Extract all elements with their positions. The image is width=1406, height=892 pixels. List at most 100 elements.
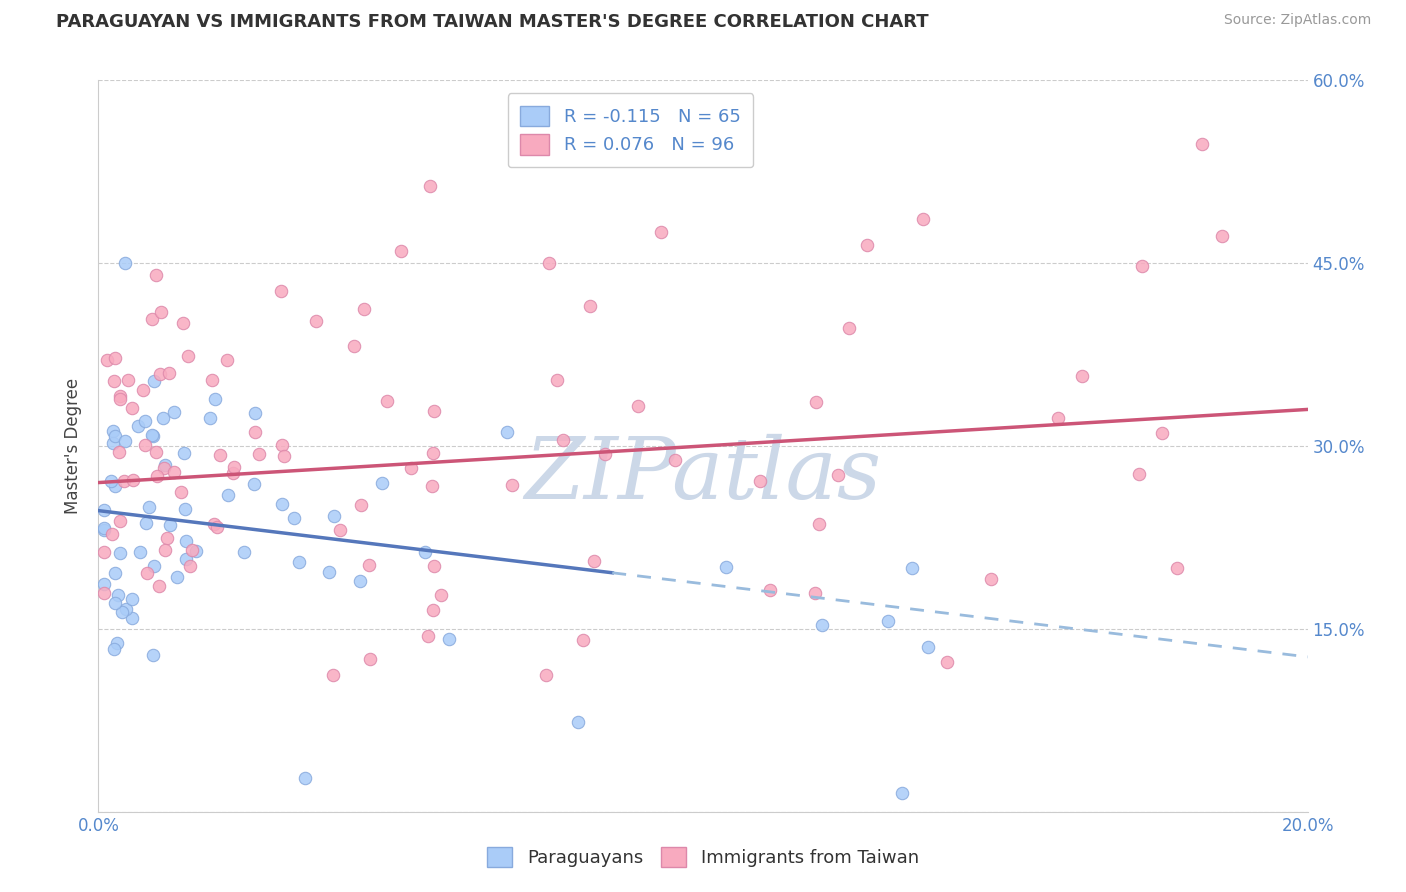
Point [179, 559, 201, 574]
Point [1047, 410, 1070, 425]
Point [93, 502, 115, 516]
Point [174, 533, 197, 548]
Point [416, 630, 439, 644]
Point [401, 461, 423, 475]
Point [353, 301, 375, 316]
Point [714, 560, 737, 574]
Point [917, 640, 939, 655]
Point [222, 460, 245, 475]
Point [582, 553, 605, 567]
Point [142, 559, 165, 574]
Point [827, 467, 849, 482]
Point [1152, 426, 1174, 441]
Point [537, 256, 560, 270]
Point [807, 516, 830, 531]
Point [420, 479, 443, 493]
Point [177, 349, 200, 363]
Point [935, 655, 957, 669]
Point [664, 453, 686, 467]
Point [93, 586, 115, 600]
Point [811, 617, 834, 632]
Point [166, 570, 188, 584]
Point [100, 527, 122, 541]
Point [101, 436, 124, 450]
Point [422, 602, 444, 616]
Point [198, 411, 221, 425]
Point [273, 450, 295, 464]
Point [208, 448, 231, 462]
Point [422, 404, 444, 418]
Point [121, 591, 143, 606]
Point [103, 642, 125, 657]
Point [93, 545, 115, 559]
Point [1166, 561, 1188, 575]
Point [142, 374, 165, 388]
Point [891, 786, 914, 800]
Point [1130, 259, 1153, 273]
Point [204, 516, 226, 531]
Point [115, 602, 138, 616]
Point [173, 501, 195, 516]
Point [121, 401, 143, 415]
Point [322, 668, 344, 682]
Point [114, 434, 136, 448]
Point [176, 551, 198, 566]
Point [217, 488, 239, 502]
Point [748, 475, 770, 489]
Point [104, 596, 127, 610]
Point [142, 429, 165, 443]
Point [1128, 467, 1150, 481]
Point [318, 565, 340, 579]
Point [114, 256, 136, 270]
Point [156, 531, 179, 545]
Text: ZIPatlas: ZIPatlas [524, 434, 882, 516]
Point [128, 545, 150, 559]
Point [107, 588, 129, 602]
Point [423, 558, 446, 573]
Point [759, 583, 782, 598]
Point [141, 427, 163, 442]
Point [350, 499, 373, 513]
Point [101, 424, 124, 438]
Point [242, 476, 264, 491]
Text: Source: ZipAtlas.com: Source: ZipAtlas.com [1223, 13, 1371, 28]
Point [283, 511, 305, 525]
Point [134, 437, 156, 451]
Point [270, 284, 292, 298]
Point [110, 514, 132, 528]
Point [838, 320, 860, 334]
Point [173, 446, 195, 460]
Point [148, 579, 170, 593]
Point [111, 605, 134, 619]
Point [104, 566, 127, 580]
Point [876, 614, 898, 628]
Point [419, 178, 441, 193]
Point [803, 586, 825, 600]
Point [170, 485, 193, 500]
Point [501, 478, 523, 492]
Point [370, 476, 392, 491]
Point [422, 446, 444, 460]
Point [247, 447, 270, 461]
Point [496, 425, 519, 439]
Point [145, 268, 167, 282]
Point [121, 611, 143, 625]
Point [141, 312, 163, 326]
Point [980, 572, 1002, 586]
Point [138, 500, 160, 515]
Point [135, 516, 157, 531]
Point [153, 461, 176, 475]
Point [108, 444, 131, 458]
Point [142, 648, 165, 662]
Point [343, 339, 366, 353]
Point [186, 543, 208, 558]
Point [146, 469, 169, 483]
Point [567, 714, 589, 729]
Point [271, 497, 294, 511]
Y-axis label: Master's Degree: Master's Degree [65, 378, 83, 514]
Point [304, 314, 326, 328]
Point [145, 445, 167, 459]
Point [134, 414, 156, 428]
Point [100, 474, 122, 488]
Point [429, 588, 451, 602]
